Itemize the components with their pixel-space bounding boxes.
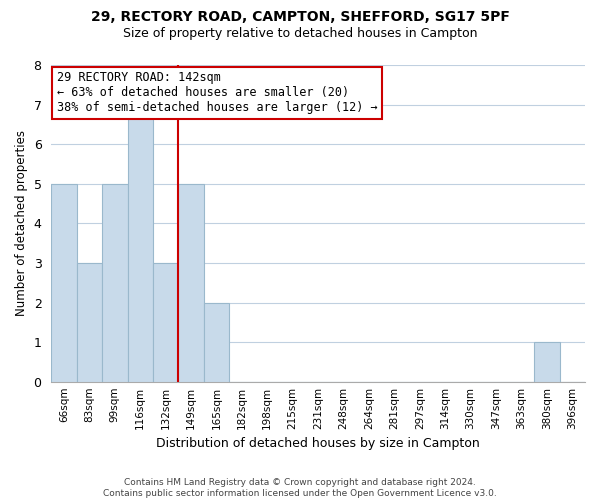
Text: Size of property relative to detached houses in Campton: Size of property relative to detached ho…	[123, 28, 477, 40]
Bar	[178, 184, 204, 382]
Bar	[153, 263, 178, 382]
Bar	[128, 104, 153, 382]
Text: Contains HM Land Registry data © Crown copyright and database right 2024.
Contai: Contains HM Land Registry data © Crown c…	[103, 478, 497, 498]
Text: 29 RECTORY ROAD: 142sqm
← 63% of detached houses are smaller (20)
38% of semi-de: 29 RECTORY ROAD: 142sqm ← 63% of detache…	[56, 72, 377, 114]
Bar	[51, 184, 77, 382]
Text: 29, RECTORY ROAD, CAMPTON, SHEFFORD, SG17 5PF: 29, RECTORY ROAD, CAMPTON, SHEFFORD, SG1…	[91, 10, 509, 24]
X-axis label: Distribution of detached houses by size in Campton: Distribution of detached houses by size …	[156, 437, 480, 450]
Bar	[77, 263, 102, 382]
Bar	[204, 302, 229, 382]
Bar	[102, 184, 128, 382]
Bar	[534, 342, 560, 382]
Y-axis label: Number of detached properties: Number of detached properties	[15, 130, 28, 316]
